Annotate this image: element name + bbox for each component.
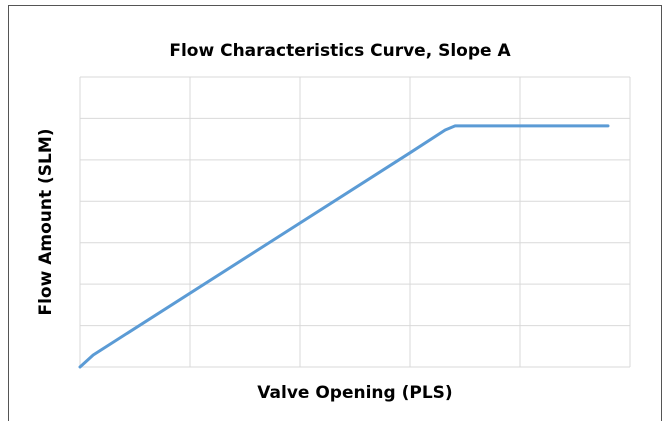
series-line [78,124,610,369]
chart-title: Flow Characteristics Curve, Slope A [169,41,511,61]
chart-frame [8,5,662,421]
x-axis-label: Valve Opening (PLS) [257,383,452,403]
y-axis-label: Flow Amount (SLM) [36,128,56,315]
